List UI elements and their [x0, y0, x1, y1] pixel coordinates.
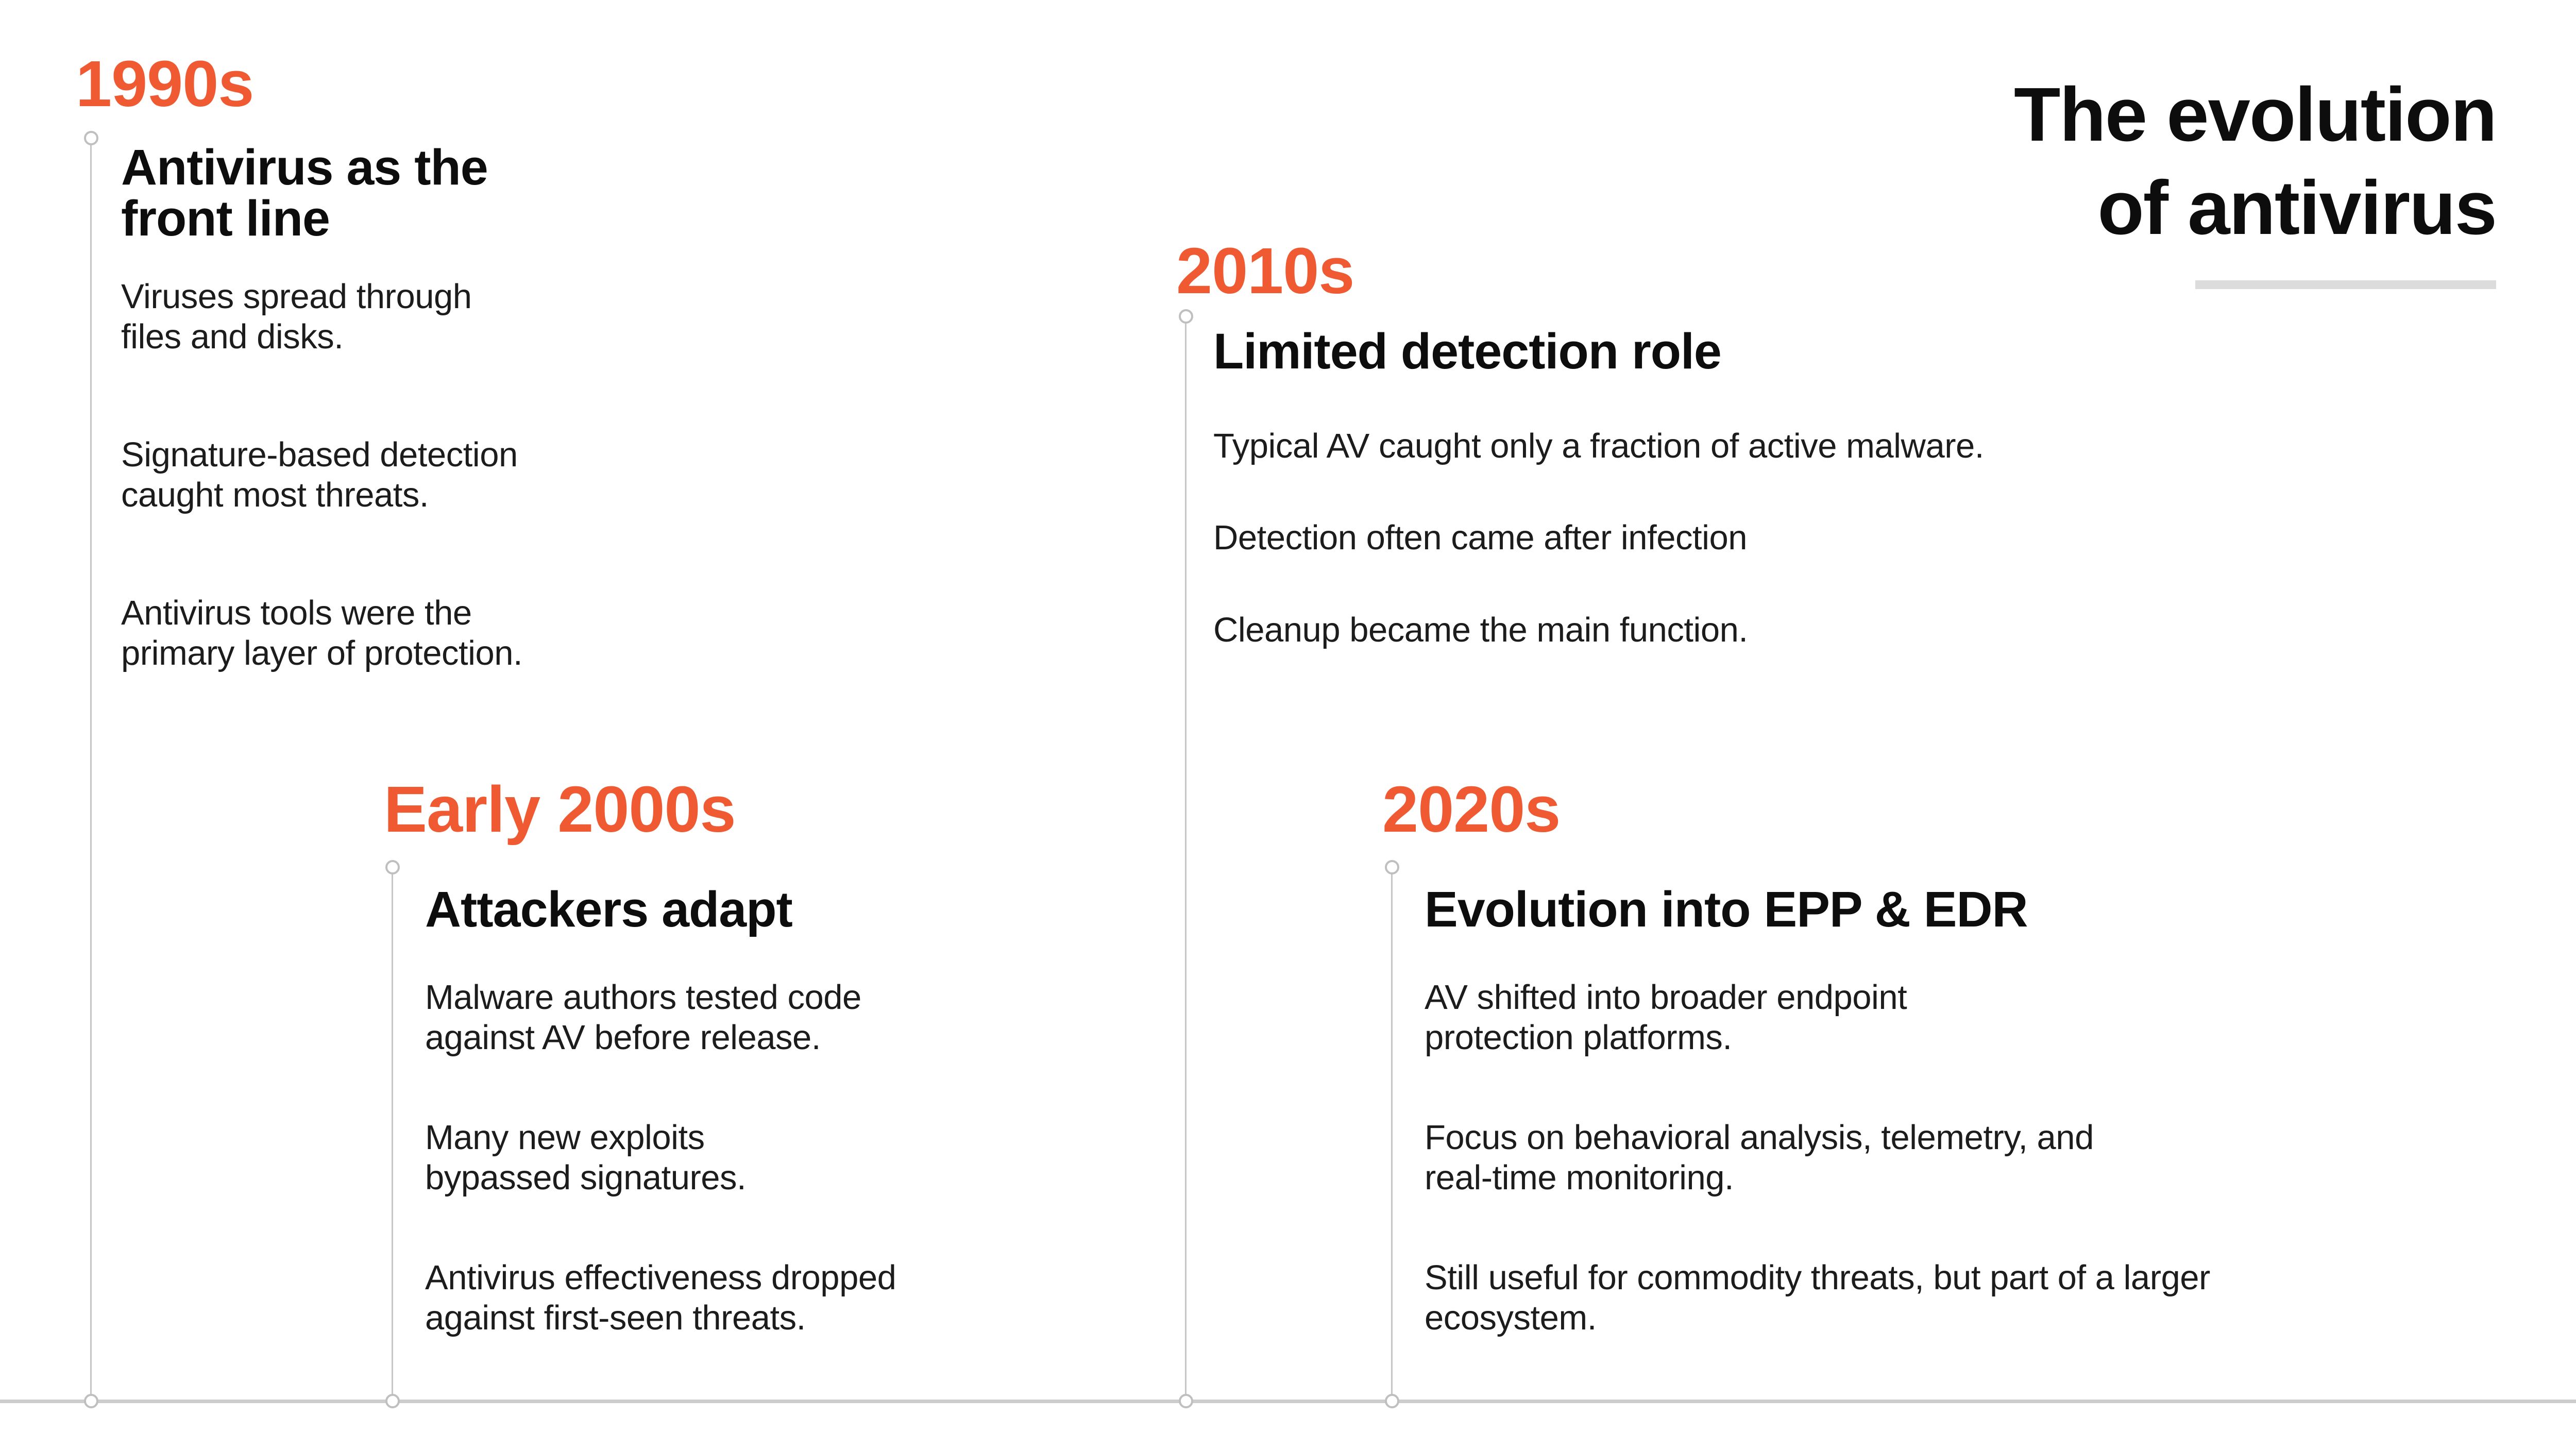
era-paragraph: Detection often came after infection [1213, 518, 1747, 558]
era-body-2020s: AV shifted into broader endpoint protect… [1425, 978, 2210, 1338]
timeline-node-bottom-2010s [1179, 1394, 1193, 1408]
timeline-node-top-1990s [84, 131, 98, 145]
era-body-early-2000s: Malware authors tested code against AV b… [425, 978, 896, 1338]
era-heading-early-2000s: Early 2000s [384, 773, 736, 846]
timeline-stem-early-2000s [392, 867, 393, 1401]
title-underline [2195, 280, 2496, 289]
timeline-axis [0, 1400, 2576, 1403]
era-heading-2020s: 2020s [1382, 773, 1561, 846]
era-subheading-2020s: Evolution into EPP & EDR [1425, 881, 2028, 937]
era-paragraph: Still useful for commodity threats, but … [1425, 1258, 2210, 1337]
era-paragraph: Malware authors tested code against AV b… [425, 978, 861, 1057]
timeline-node-top-early-2000s [385, 860, 400, 874]
era-paragraph: Typical AV caught only a fraction of act… [1213, 427, 1984, 465]
era-paragraph: Antivirus effectiveness dropped against … [425, 1258, 896, 1337]
era-paragraph: AV shifted into broader endpoint protect… [1425, 978, 1907, 1057]
era-paragraph: Focus on behavioral analysis, telemetry,… [1425, 1118, 2094, 1198]
era-heading-1990s: 1990s [76, 47, 254, 120]
timeline-node-bottom-early-2000s [385, 1394, 400, 1408]
timeline-node-bottom-2020s [1385, 1394, 1399, 1408]
timeline-node-top-2020s [1385, 860, 1399, 874]
era-heading-2010s: 2010s [1176, 234, 1354, 307]
era-paragraph: Signature-based detection caught most th… [121, 435, 518, 515]
timeline-node-top-2010s [1179, 309, 1193, 324]
timeline-stem-2010s [1185, 316, 1187, 1401]
page-title: The evolution of antivirus [2014, 72, 2497, 250]
era-subheading-early-2000s: Attackers adapt [425, 881, 793, 937]
era-paragraph: Viruses spread through files and disks. [121, 277, 472, 357]
era-subheading-1990s: Antivirus as the front line [121, 139, 488, 246]
era-body-2010s: Typical AV caught only a fraction of act… [1213, 426, 1984, 650]
era-body-1990s: Viruses spread through files and disks. … [121, 277, 523, 673]
era-paragraph: Many new exploits bypassed signatures. [425, 1118, 747, 1198]
era-paragraph: Antivirus tools were the primary layer o… [121, 593, 523, 672]
era-paragraph: Cleanup became the main function. [1213, 610, 1748, 649]
timeline-stem-1990s [90, 138, 92, 1401]
timeline-stem-2020s [1391, 867, 1393, 1401]
era-subheading-2010s: Limited detection role [1213, 323, 1722, 379]
timeline-node-bottom-1990s [84, 1394, 98, 1408]
